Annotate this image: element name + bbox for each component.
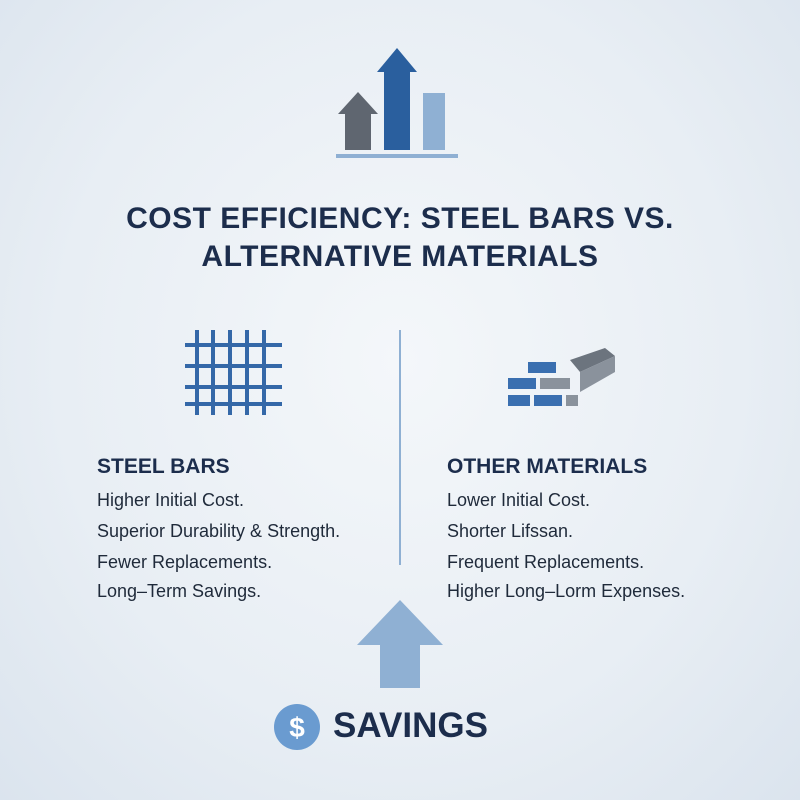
column-item: Shorter Lifssan. <box>447 521 574 541</box>
title-line: COST EFFICIENCY: STEEL BARS VS. <box>126 202 674 235</box>
column-item: Lower Initial Cost. <box>447 490 591 510</box>
savings-arrow <box>357 600 443 688</box>
savings-icon: $ <box>289 712 305 743</box>
title-line: ALTERNATIVE MATERIALS <box>201 240 599 273</box>
savings-circle <box>274 704 320 750</box>
column-item: Higher Long–Lorm Expenses. <box>447 581 686 601</box>
column-item: Superior Durability & Strength. <box>97 521 341 541</box>
column-heading: STEEL BARS <box>97 455 230 478</box>
steel-grid-icon <box>185 330 282 415</box>
column-item: Frequent Replacements. <box>447 552 645 572</box>
column-item: Higher Initial Cost. <box>97 490 245 510</box>
growth-icon <box>336 48 458 158</box>
bricks-icon <box>508 348 615 406</box>
column-heading: OTHER MATERIALS <box>447 455 648 478</box>
column-item: Long–Term Savings. <box>97 581 262 601</box>
column-item: Fewer Replacements. <box>97 552 273 572</box>
savings-label: SAVINGS <box>333 706 488 745</box>
